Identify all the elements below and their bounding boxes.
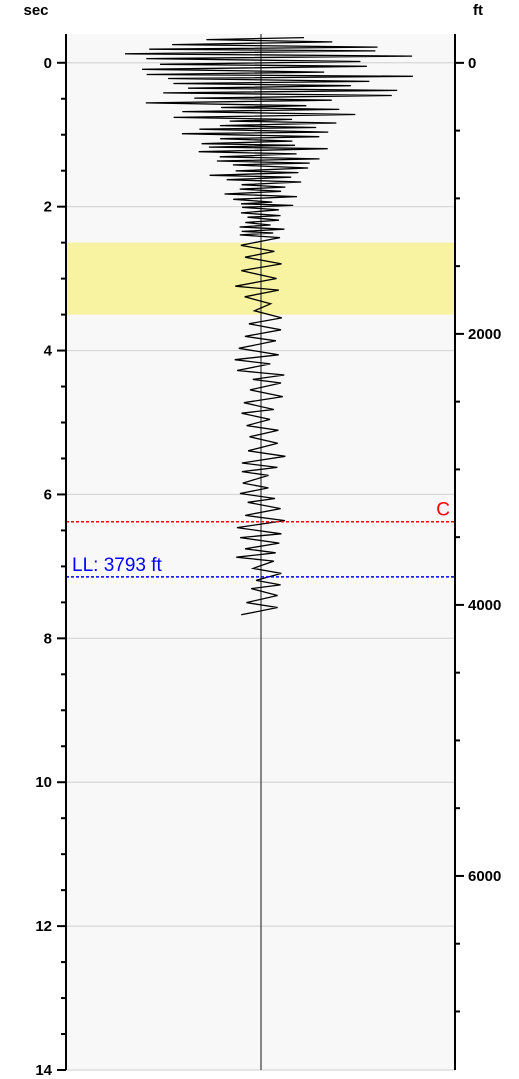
right-tick-label: 4000 (468, 597, 501, 614)
depth-markers: C LL: 3793 ft (66, 500, 455, 578)
left-axis-unit: sec (23, 2, 48, 19)
left-tick-label: 12 (35, 918, 52, 935)
right-axis-ticks: 0 2000 4000 6000 (455, 55, 501, 1013)
right-axis-unit: ft (473, 2, 483, 19)
left-axis-ticks: 0 2 4 6 8 10 12 14 (35, 55, 66, 1079)
right-tick-label: 0 (468, 55, 476, 72)
left-tick-label: 0 (44, 55, 52, 72)
right-tick-label: 6000 (468, 868, 501, 885)
left-tick-label: 2 (44, 199, 52, 216)
marker-label: C (436, 500, 450, 521)
left-tick-label: 4 (44, 343, 53, 360)
right-tick-label: 2000 (468, 326, 501, 343)
left-tick-label: 8 (44, 630, 52, 647)
data-series-trace (124, 36, 413, 616)
left-tick-label: 6 (44, 486, 52, 503)
left-tick-label: 14 (35, 1062, 52, 1079)
left-tick-label: 10 (35, 774, 52, 791)
marker-label: LL: 3793 ft (72, 555, 163, 576)
